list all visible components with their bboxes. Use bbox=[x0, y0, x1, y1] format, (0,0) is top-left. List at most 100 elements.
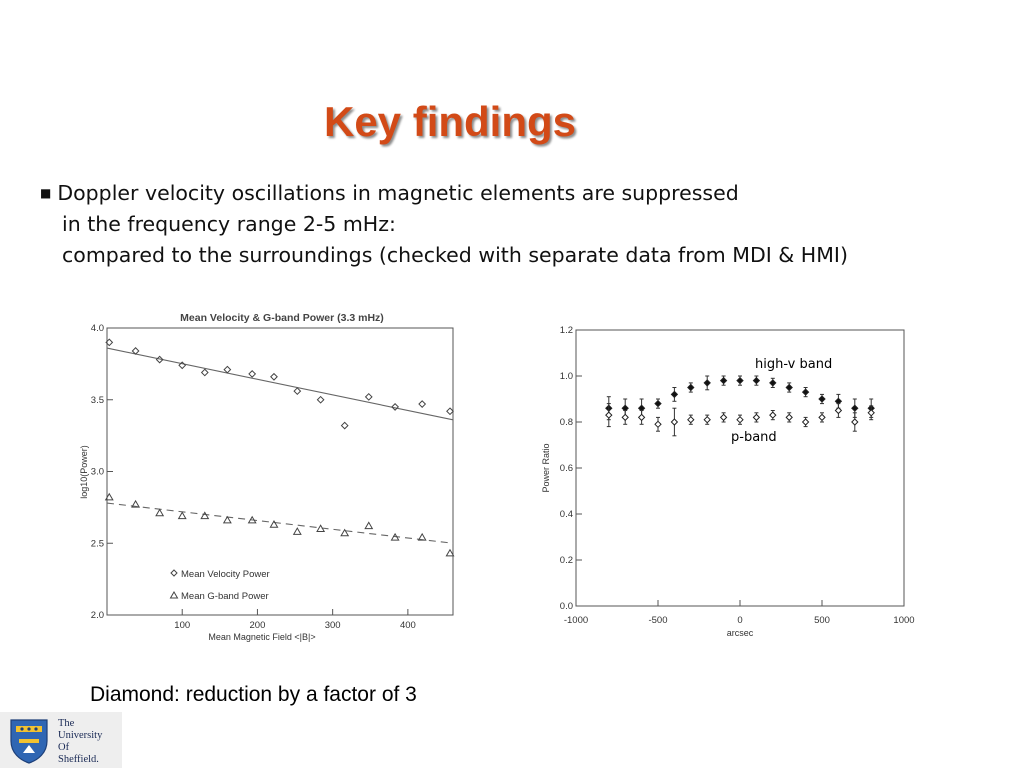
velocity-point bbox=[105, 338, 114, 347]
y-tick-label: 0.6 bbox=[560, 463, 573, 474]
x-axis-label: arcsec bbox=[727, 628, 754, 638]
legend-triangle-marker bbox=[169, 591, 179, 599]
p-band-point bbox=[867, 409, 875, 417]
p-band-point bbox=[801, 418, 810, 426]
y-tick-label: 1.0 bbox=[560, 371, 573, 382]
annotation-high-v-band: high-v band bbox=[755, 357, 832, 372]
x-tick-label: 400 bbox=[400, 620, 416, 631]
gband-point bbox=[269, 519, 279, 528]
x-tick-label: -500 bbox=[648, 615, 667, 626]
x-axis-label: Mean Magnetic Field <|B|> bbox=[208, 632, 315, 642]
gband-point bbox=[417, 532, 427, 541]
x-tick-label: 100 bbox=[174, 620, 190, 631]
high-v-point bbox=[769, 379, 777, 387]
velocity-point bbox=[178, 361, 187, 370]
p-band-point bbox=[687, 415, 695, 424]
gband-point bbox=[104, 492, 114, 501]
y-tick-label: 2.5 bbox=[91, 538, 104, 549]
x-tick-label: -1000 bbox=[564, 615, 588, 626]
gband-point bbox=[131, 499, 141, 508]
p-band-point bbox=[752, 413, 761, 422]
x-tick-label: 1000 bbox=[893, 615, 914, 626]
legend-diamond-marker bbox=[170, 569, 178, 577]
velocity-point bbox=[293, 387, 302, 396]
bullet-line-3: compared to the surroundings (checked wi… bbox=[62, 243, 848, 267]
velocity-point bbox=[418, 400, 427, 408]
p-band-point bbox=[834, 406, 843, 415]
high-v-point bbox=[670, 390, 679, 399]
high-v-point bbox=[801, 388, 810, 396]
gband-point bbox=[247, 515, 257, 524]
p-band-point bbox=[851, 418, 859, 426]
bullet-block: ■ Doppler velocity oscillations in magnet… bbox=[40, 178, 848, 271]
bullet-square-icon: ■ bbox=[40, 186, 52, 200]
high-v-point bbox=[719, 376, 728, 385]
high-v-point bbox=[654, 399, 662, 408]
p-band-point bbox=[637, 413, 646, 422]
logo-line: University bbox=[58, 730, 103, 741]
p-band-point bbox=[736, 415, 744, 424]
velocity-point bbox=[340, 421, 349, 430]
bullet-line-1: ■ Doppler velocity oscillations in magnet… bbox=[40, 181, 739, 205]
gband-fit-line bbox=[106, 502, 454, 544]
y-tick-label: 2.0 bbox=[91, 610, 104, 621]
high-v-point bbox=[851, 404, 859, 412]
velocity-point bbox=[446, 407, 454, 416]
gband-point bbox=[316, 524, 326, 532]
plot-frame bbox=[106, 327, 454, 616]
p-band-point bbox=[621, 413, 629, 422]
annotation-p-band: p-band bbox=[731, 430, 777, 445]
plot-frame bbox=[575, 329, 905, 607]
y-tick-label: 1.2 bbox=[560, 325, 573, 336]
gband-point bbox=[445, 548, 455, 557]
p-band-point bbox=[605, 411, 613, 419]
legend-label-gband: Mean G-band Power bbox=[181, 591, 269, 602]
gband-point bbox=[364, 521, 374, 530]
velocity-point bbox=[155, 355, 164, 364]
high-v-point bbox=[785, 383, 793, 392]
figure-caption: Diamond: reduction by a factor of 3 bbox=[90, 683, 417, 706]
p-band-point bbox=[670, 418, 679, 426]
y-tick-label: 4.0 bbox=[91, 323, 104, 334]
velocity-point bbox=[316, 395, 325, 404]
gband-point bbox=[340, 528, 350, 537]
high-v-point bbox=[687, 383, 695, 392]
y-tick-label: 3.5 bbox=[91, 395, 104, 406]
velocity-point bbox=[131, 347, 140, 355]
high-v-point bbox=[736, 376, 744, 385]
gband-point bbox=[292, 527, 302, 535]
p-band-point bbox=[785, 413, 793, 422]
y-tick-label: 0.8 bbox=[560, 417, 573, 428]
logo-line: Of bbox=[58, 742, 70, 753]
p-band-point bbox=[719, 413, 728, 422]
y-tick-label: 0.0 bbox=[560, 601, 573, 612]
velocity-point bbox=[270, 372, 278, 381]
logo-wordmark: The University Of Sheffield. bbox=[58, 718, 102, 766]
p-band-point bbox=[818, 413, 826, 422]
p-band-point bbox=[654, 420, 662, 429]
x-tick-label: 200 bbox=[250, 620, 266, 631]
velocity-point bbox=[223, 365, 232, 374]
x-tick-label: 0 bbox=[737, 615, 742, 626]
gband-point bbox=[155, 508, 165, 517]
bullet-line-2: in the frequency range 2-5 mHz: bbox=[62, 212, 396, 236]
y-axis-label: Power Ratio bbox=[541, 443, 551, 492]
x-tick-label: 500 bbox=[814, 615, 830, 626]
y-axis-label: log10(Power) bbox=[79, 445, 89, 499]
velocity-point bbox=[200, 368, 209, 377]
y-tick-label: 3.0 bbox=[91, 467, 104, 478]
gband-point bbox=[177, 511, 187, 520]
y-tick-label: 0.2 bbox=[560, 555, 573, 566]
high-v-point bbox=[752, 376, 761, 385]
gband-point bbox=[200, 511, 210, 520]
velocity-point bbox=[391, 403, 399, 411]
x-tick-label: 300 bbox=[325, 620, 341, 631]
velocity-point bbox=[248, 370, 257, 378]
university-logo: The University Of Sheffield. bbox=[0, 712, 122, 768]
slide-title: Key findings bbox=[323, 98, 577, 145]
velocity-point bbox=[364, 392, 373, 401]
shield-crest-icon bbox=[10, 719, 48, 764]
velocity-fit-line bbox=[106, 347, 454, 421]
